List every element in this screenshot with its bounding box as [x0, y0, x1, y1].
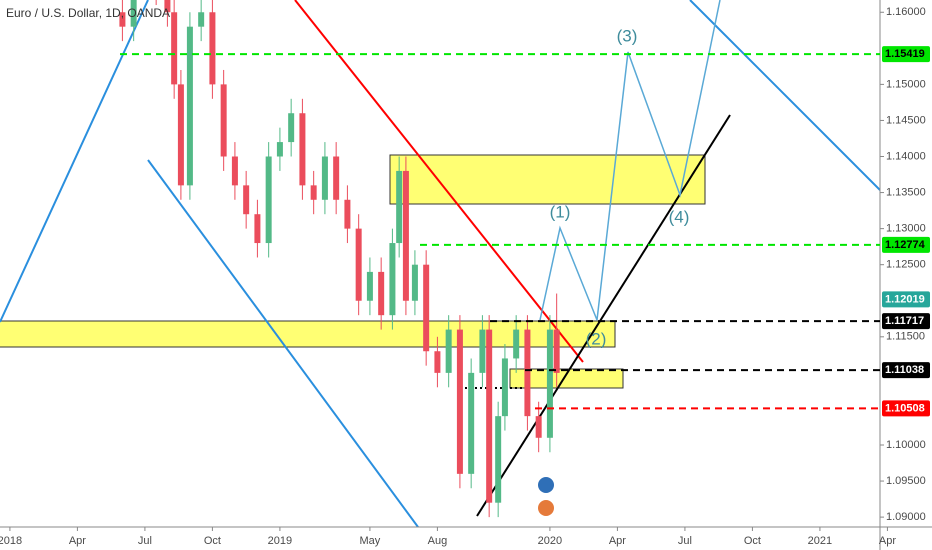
candle-body: [209, 12, 216, 85]
price-level-tag: [882, 362, 930, 379]
candle-body: [299, 113, 306, 186]
candle-body: [366, 271, 373, 301]
x-tick-label: Oct: [744, 535, 761, 547]
candle-body: [231, 156, 238, 186]
candle-body: [546, 329, 553, 438]
x-tick-label: Apr: [609, 535, 626, 547]
y-tick-label: 1.09500: [886, 475, 926, 487]
candle-body: [355, 228, 362, 301]
candle-body: [411, 264, 418, 301]
candle-body: [535, 416, 542, 438]
price-level-label: 1.11038: [885, 364, 924, 376]
candle-body: [553, 329, 560, 373]
y-tick-label: 1.13000: [886, 223, 926, 235]
candle-body: [513, 329, 520, 359]
candle-body: [243, 185, 250, 215]
price-level-label: 1.15419: [885, 48, 925, 60]
x-tick-label: Jul: [678, 535, 692, 547]
projection-path: [539, 0, 721, 321]
candle-body: [220, 84, 227, 157]
candle-body: [276, 142, 283, 157]
drawings: [0, 0, 880, 527]
price-level-label: 1.12019: [885, 293, 925, 305]
candle-body: [265, 156, 272, 244]
candle-body: [321, 156, 328, 200]
candle-body: [130, 0, 137, 27]
wave-label: (4): [669, 207, 690, 226]
candle-body: [434, 351, 441, 373]
series: [119, 0, 560, 518]
x-tick-label: 2019: [268, 535, 292, 547]
trend-line: [689, 0, 880, 191]
candle-body: [333, 156, 340, 200]
wave-label: (1): [550, 202, 571, 221]
y-tick-label: 1.14500: [886, 114, 926, 126]
candle-body: [495, 416, 502, 503]
price-level-label: 1.12774: [885, 239, 926, 251]
candle-body: [396, 170, 403, 244]
y-tick-label: 1.11500: [886, 331, 925, 343]
candle-body: [402, 170, 409, 301]
candle-body: [171, 12, 178, 85]
x-tick-label: 2021: [808, 535, 832, 547]
candle-body: [524, 329, 531, 417]
y-tick-label: 1.16000: [886, 6, 926, 18]
candle-body: [445, 329, 452, 373]
x-tick-label: Jul: [138, 535, 152, 547]
chart-title: Euro / U.S. Dollar, 1D, OANDA: [6, 6, 170, 20]
trend-line: [147, 159, 419, 527]
event-icon: [538, 500, 554, 516]
y-tick-label: 1.09000: [886, 511, 926, 523]
candle-body: [310, 185, 317, 200]
x-tick-label: 2020: [538, 535, 562, 547]
y-tick-label: 1.10000: [886, 439, 926, 451]
candle-body: [479, 329, 486, 373]
x-tick-label: Aug: [428, 535, 448, 547]
price-level-tag: [882, 313, 930, 330]
candle-body: [456, 329, 463, 474]
candle-body: [288, 113, 295, 143]
candle-body: [254, 214, 261, 244]
y-tick-label: 1.12500: [886, 259, 926, 271]
zone: [0, 320, 616, 348]
price-level-label: 1.11717: [885, 315, 924, 327]
candle-body: [423, 264, 430, 352]
wave-label: (3): [617, 26, 638, 45]
candle-body: [501, 358, 508, 417]
y-tick-label: 1.15000: [886, 78, 926, 90]
wave-label: (2): [586, 329, 607, 348]
y-tick-label: 1.13500: [886, 186, 926, 198]
x-tick-label: Apr: [879, 535, 896, 547]
candle-body: [344, 199, 351, 229]
price-level-tag: [882, 236, 930, 253]
price-level-label: 1.10508: [885, 402, 925, 414]
x-tick-label: 2018: [0, 535, 22, 547]
y-tick-label: 1.14000: [886, 150, 926, 162]
zone: [389, 154, 706, 205]
candle-body: [468, 372, 475, 474]
price-level-tag: [882, 291, 930, 308]
candle-body: [378, 271, 385, 316]
zone: [509, 368, 624, 389]
candle-body: [119, 12, 126, 27]
candle-body: [186, 26, 193, 186]
x-tick-label: May: [360, 535, 381, 547]
candle-body: [198, 12, 205, 27]
candle-body: [164, 0, 171, 13]
trend-line: [294, 0, 584, 363]
price-level-tag: [882, 46, 930, 63]
candle-body: [177, 84, 184, 186]
trend-line: [0, 0, 149, 323]
candle-body: [486, 329, 493, 503]
event-icon: [538, 477, 554, 493]
x-tick-label: Oct: [204, 535, 221, 547]
x-tick-label: Apr: [69, 535, 86, 547]
price-level-tag: [882, 400, 930, 417]
trend-line: [476, 114, 731, 517]
candle-body: [389, 243, 396, 316]
